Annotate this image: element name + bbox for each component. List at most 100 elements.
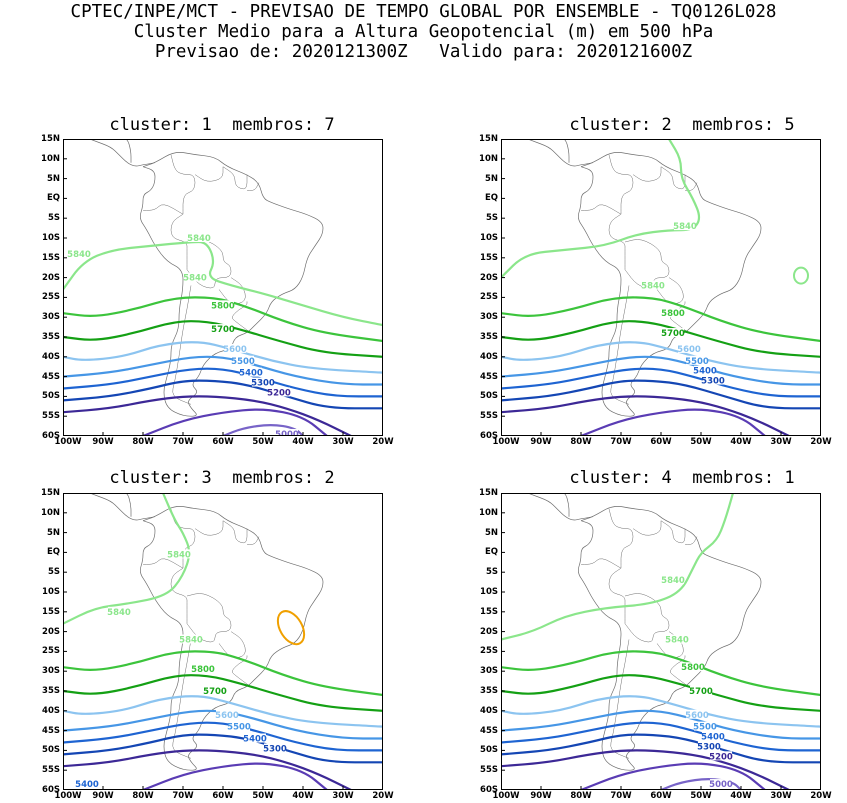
contour-label-5200: 5200 — [709, 752, 733, 762]
x-tick-label: 70W — [610, 437, 632, 447]
x-tick-label: 40W — [292, 437, 314, 447]
x-tick-label: 60W — [212, 437, 234, 447]
y-tick-label: 5S — [47, 213, 60, 224]
y-tick-label: 55S — [42, 411, 60, 422]
contour-lines — [63, 240, 383, 436]
contour-label-bg — [698, 741, 720, 751]
contour-label-5800: 5800 — [191, 665, 215, 675]
contour-5800 — [63, 296, 383, 343]
y-tick-label: 25S — [480, 292, 498, 303]
y-tick-label: 20S — [480, 626, 498, 637]
x-tick-label: 60W — [650, 437, 672, 447]
contour-5200 — [501, 749, 790, 790]
contour-label-bg — [244, 733, 266, 743]
y-tick-label: EQ — [46, 193, 60, 204]
contour-5500 — [501, 355, 821, 386]
contour-label-5300: 5300 — [697, 742, 721, 752]
y-tick-label: 45S — [480, 725, 498, 736]
coastline — [577, 506, 762, 771]
y-tick-label: 40S — [42, 351, 60, 362]
contour-label-bg — [212, 324, 234, 334]
y-tick-label: 5S — [485, 567, 498, 578]
country-border — [222, 166, 248, 190]
y-tick-label: 60S — [480, 785, 498, 795]
y-tick-label: 10S — [480, 233, 498, 243]
x-tick-label: 80W — [570, 791, 592, 801]
contour-label-bg — [686, 709, 708, 719]
country-border — [218, 631, 246, 658]
contour-label-bg — [694, 721, 716, 731]
y-tick-label: 15S — [42, 606, 60, 617]
y-tick-label: 15N — [479, 488, 498, 498]
country-border — [247, 536, 260, 545]
contour-5400 — [501, 721, 821, 752]
country-border — [656, 277, 684, 304]
y-tick-label: 55S — [480, 411, 498, 422]
contour-5600 — [63, 695, 383, 728]
x-tick-label: 50W — [690, 437, 712, 447]
contour-label-bg — [678, 343, 700, 353]
contour-5100 — [580, 408, 766, 436]
x-tick-label: 100W — [492, 791, 520, 801]
x-tick-label: 30W — [332, 437, 354, 447]
y-tick-label: 35S — [42, 332, 60, 342]
contour-label-bg — [252, 377, 274, 387]
contour-label-5600: 5600 — [685, 711, 709, 721]
y-tick-label: 60S — [42, 785, 60, 795]
x-tick-label: 30W — [332, 791, 354, 801]
contour-5400 — [63, 721, 383, 752]
contour-label-5300: 5300 — [251, 379, 275, 389]
coastline — [125, 139, 132, 163]
contour-label-5400: 5400 — [693, 367, 717, 377]
contour-5400 — [501, 367, 821, 398]
contour-5700 — [63, 320, 383, 358]
contour-label-5600: 5600 — [223, 345, 247, 355]
contour-5840 — [63, 493, 191, 625]
y-tick-label: 10N — [479, 507, 498, 518]
contour-label-5700: 5700 — [689, 687, 713, 697]
y-tick-label: 45S — [480, 371, 498, 382]
contour-label-5400: 5400 — [243, 735, 267, 745]
y-tick-label: 10S — [42, 233, 60, 243]
contour-label-5840: 5840 — [665, 636, 689, 646]
x-tick-label: 20W — [810, 437, 832, 447]
contour-5400 — [63, 367, 383, 398]
contour-label-5500: 5500 — [685, 357, 709, 367]
y-tick-label: 5N — [46, 173, 60, 184]
contour-label-5400: 5400 — [701, 733, 725, 743]
coastline — [563, 493, 570, 517]
y-tick-label: 40S — [480, 351, 498, 362]
y-tick-label: 10N — [41, 507, 60, 518]
contour-label-5600: 5600 — [677, 345, 701, 355]
coastlines — [88, 139, 324, 417]
x-tick-label: 80W — [132, 437, 154, 447]
contour-5840 — [501, 493, 735, 641]
contour-label-bg — [204, 686, 226, 695]
x-tick-label: 40W — [730, 437, 752, 447]
country-border — [670, 655, 690, 688]
contour-label-5800: 5800 — [211, 301, 235, 311]
y-tick-label: EQ — [484, 547, 498, 558]
x-tick-label: 20W — [372, 791, 394, 801]
contour-label-5700: 5700 — [211, 325, 235, 335]
coastline — [88, 139, 156, 167]
country-border — [685, 536, 698, 545]
y-tick-label: 5N — [484, 527, 498, 538]
y-tick-label: 60S — [42, 431, 60, 441]
contour-5840 — [63, 240, 383, 327]
y-tick-label: 30S — [480, 312, 498, 323]
contour-label-5840: 5840 — [167, 550, 191, 560]
contour-label-5500: 5500 — [693, 723, 717, 733]
x-tick-label: 30W — [770, 437, 792, 447]
contour-label-bg — [682, 662, 704, 672]
contour-label-5840: 5840 — [187, 234, 211, 244]
coastline — [577, 152, 762, 417]
contour-lines — [63, 493, 383, 790]
y-tick-label: 25S — [480, 646, 498, 657]
country-border — [608, 154, 634, 215]
contour-label-5840: 5840 — [67, 250, 91, 260]
x-tick-label: 80W — [570, 437, 592, 447]
contour-5600 — [501, 341, 821, 374]
contour-label-5300: 5300 — [263, 744, 287, 754]
country-border — [143, 558, 184, 569]
